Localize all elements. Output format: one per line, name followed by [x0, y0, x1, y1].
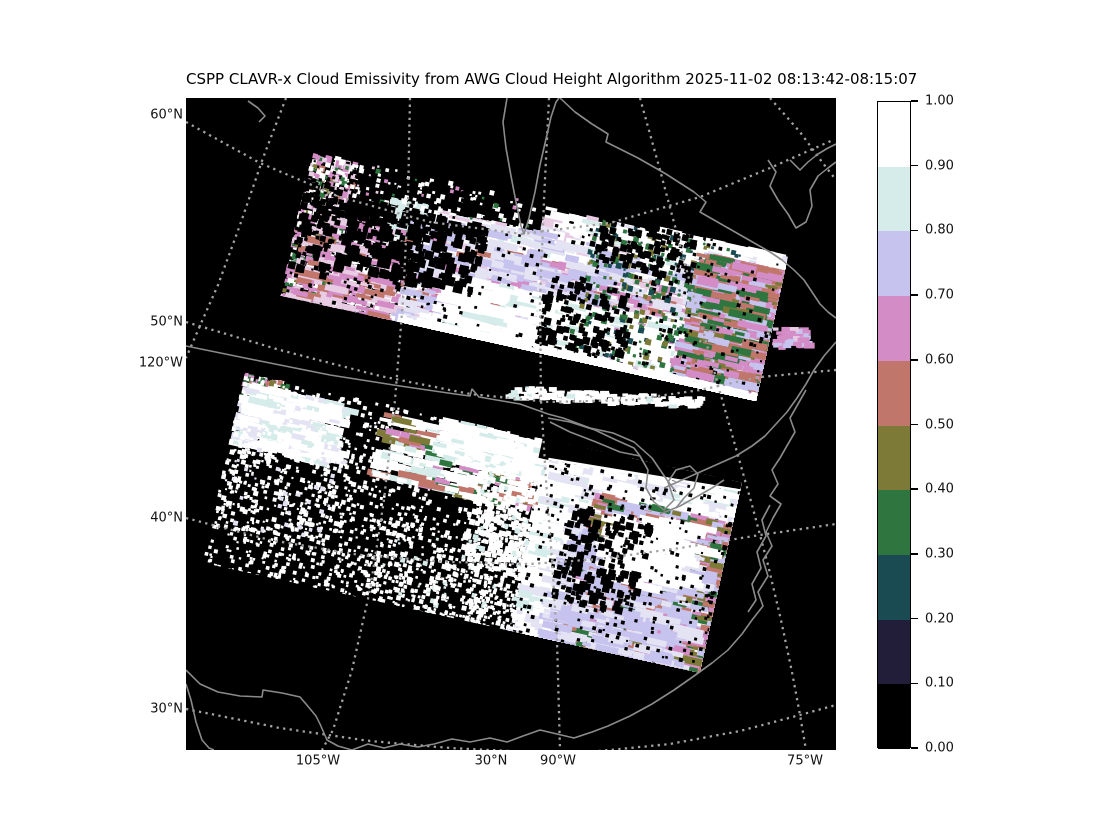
colorbar-band: [878, 102, 910, 168]
colorbar-tick-mark: [911, 359, 918, 361]
colorbar-tick-label: 0.80: [925, 222, 954, 238]
colorbar-tick-mark: [911, 747, 918, 749]
colorbar-tick-mark: [911, 553, 918, 555]
map-canvas: [186, 98, 836, 750]
colorbar-tick-label: 0.90: [925, 158, 954, 174]
colorbar-band: [878, 231, 910, 297]
map-ytick-label: 120°W: [138, 355, 183, 371]
colorbar-tick-mark: [911, 617, 918, 620]
map-xtick-label: 90°W: [540, 753, 576, 769]
colorbar-band: [878, 296, 910, 362]
colorbar-band: [878, 490, 910, 556]
map-ytick-label: 30°N: [150, 701, 183, 717]
colorbar-tick-label: 0.60: [925, 352, 954, 368]
colorbar-tick-mark: [911, 100, 918, 102]
map-ytick-label: 60°N: [150, 107, 183, 123]
map-xtick-label: 75°W: [787, 753, 823, 769]
colorbar-band: [878, 166, 910, 232]
colorbar: [877, 101, 911, 750]
colorbar-tick-mark: [911, 488, 918, 490]
colorbar-tick-mark: [911, 682, 918, 685]
colorbar-band: [878, 684, 910, 750]
colorbar-tick-label: 0.50: [925, 417, 954, 432]
colorbar-band: [878, 619, 910, 685]
colorbar-tick-label: 0.10: [925, 675, 954, 691]
colorbar-tick-label: 0.40: [925, 481, 954, 497]
colorbar-tick-label: 0.70: [925, 287, 954, 303]
colorbar-tick-mark: [911, 423, 918, 426]
colorbar-tick-mark: [911, 229, 918, 232]
map-xtick-label: 30°N: [474, 753, 508, 769]
colorbar-band: [878, 360, 910, 426]
map-ytick-label: 50°N: [150, 314, 183, 330]
colorbar-tick-mark: [911, 164, 918, 167]
plot-title: CSPP CLAVR-x Cloud Emissivity from AWG C…: [186, 70, 918, 88]
colorbar-band: [878, 554, 910, 621]
colorbar-tick-label: 0.30: [925, 546, 954, 562]
map-xtick-label: 105°W: [295, 753, 341, 769]
colorbar-band: [878, 425, 910, 491]
colorbar-tick-mark: [911, 294, 918, 296]
colorbar-tick-label: 0.00: [925, 740, 954, 756]
colorbar-tick-label: 1.00: [925, 93, 954, 109]
map-ytick-label: 40°N: [150, 510, 183, 526]
colorbar-tick-label: 0.20: [925, 611, 954, 627]
